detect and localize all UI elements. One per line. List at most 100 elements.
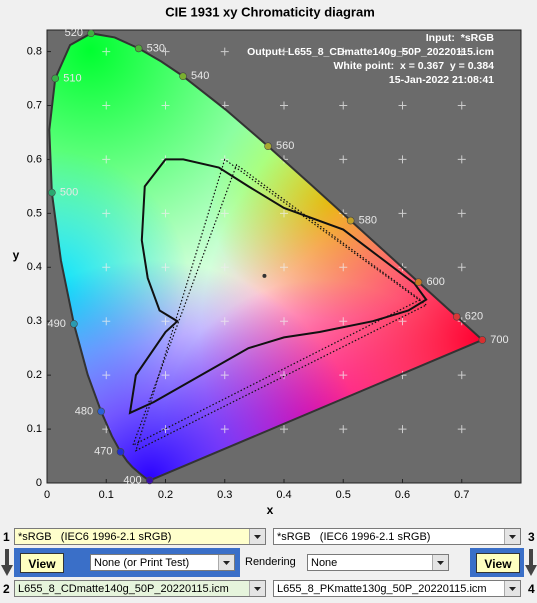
y-tick-label: 0.8 (27, 45, 42, 57)
grid-mark (339, 317, 348, 326)
grid-mark (280, 101, 288, 110)
grid-mark (102, 317, 111, 326)
rendering-select[interactable]: None (307, 554, 449, 571)
dropdown-button[interactable] (249, 581, 265, 596)
grid-mark (161, 101, 170, 110)
wavelength-marker (51, 74, 60, 83)
y-tick-label: 0.5 (27, 207, 42, 219)
view-button[interactable]: View (476, 553, 520, 573)
grid-mark (280, 47, 288, 56)
wavelength-label: 510 (63, 72, 81, 84)
grid-mark (102, 155, 111, 164)
wavelength-marker (48, 188, 56, 197)
grid-mark (161, 263, 170, 272)
slot-number: 3 (528, 530, 535, 544)
grid-mark (339, 47, 348, 56)
wavelength-label: 540 (191, 70, 209, 82)
grid-mark (280, 263, 288, 272)
grid-mark (280, 317, 288, 326)
wavelength-label: 700 (490, 334, 508, 346)
spectral-locus (48, 32, 485, 482)
y-tick-label: 0.7 (27, 99, 42, 111)
wavelength-marker (478, 336, 487, 344)
grid-mark (220, 209, 229, 218)
chart: CIE 1931 xy Chromaticity diagram x y 0 0.… (12, 4, 522, 518)
y-tick-label: 0.4 (27, 261, 42, 273)
dropdown-button[interactable] (504, 581, 520, 596)
grid-mark (398, 101, 407, 110)
x-tick-label: 0.2 (158, 489, 173, 501)
x-tick-label: 0.3 (217, 489, 232, 501)
wavelength-marker (145, 476, 154, 485)
annotation: White point: x = 0.367 y = 0.384 (334, 60, 495, 72)
grid-mark (339, 101, 348, 110)
grid-mark (102, 101, 111, 110)
x-axis-label: x (267, 503, 274, 517)
profile-text: *sRGB (IEC6 1996-2.1 sRGB) (277, 531, 431, 543)
wavelength-label: 530 (147, 42, 165, 54)
grid-mark (102, 47, 111, 56)
profile-select[interactable]: L655_8_CDmatte140g_50P_20220115.icm (14, 580, 266, 597)
wavelength-label: 480 (75, 405, 93, 417)
grid-mark (457, 155, 466, 164)
grid-mark (220, 425, 229, 434)
grid-mark (220, 371, 229, 380)
grid-mark (161, 317, 170, 326)
grid-mark (457, 263, 466, 272)
profile-select[interactable]: *sRGB (IEC6 1996-2.1 sRGB) (14, 528, 266, 545)
dotted-gamut (134, 158, 428, 452)
y-tick-label: 0 (36, 477, 42, 489)
profile-select[interactable]: L655_8_PKmatte130g_50P_20220115.icm (273, 580, 521, 597)
grid-mark (339, 371, 348, 380)
dropdown-button[interactable] (432, 555, 448, 570)
grid-mark (457, 101, 466, 110)
annotation: 15-Jan-2022 21:08:41 (389, 74, 494, 86)
dropdown-button[interactable] (218, 555, 234, 570)
gamut-outline (128, 158, 428, 415)
wavelength-marker (346, 216, 355, 225)
wavelength-marker (87, 29, 95, 38)
profile-text: L655_8_CDmatte140g_50P_20220115.icm (18, 583, 229, 595)
wavelength-marker (97, 407, 105, 416)
wavelength-label: 470 (94, 446, 112, 458)
wavelength-label: 600 (426, 276, 444, 288)
y-tick-label: 0.6 (27, 153, 42, 165)
grid-mark (398, 155, 407, 164)
wavelength-label: 620 (465, 311, 483, 323)
grid-mark (280, 209, 288, 218)
wavelength-marker (452, 312, 461, 321)
select-text: None (or Print Test) (94, 557, 190, 569)
grid-mark (161, 425, 170, 434)
profile-select[interactable]: *sRGB (IEC6 1996-2.1 sRGB) (273, 528, 521, 545)
test-select[interactable]: None (or Print Test) (90, 554, 235, 571)
grid-mark (161, 209, 170, 218)
y-axis-label: y (13, 248, 20, 262)
slot-number: 1 (3, 530, 10, 544)
grid-mark (220, 47, 229, 56)
x-tick-label: 0.6 (395, 489, 410, 501)
dropdown-button[interactable] (504, 529, 520, 544)
grid-mark (220, 317, 229, 326)
wavelength-label: 520 (65, 27, 83, 39)
x-tick-label: 0.7 (454, 489, 469, 501)
slot-number: 4 (528, 582, 535, 596)
x-tick-label: 0.4 (276, 489, 291, 501)
grid-mark (398, 47, 407, 56)
grid-mark (339, 263, 348, 272)
x-tick-label: 0.5 (336, 489, 351, 501)
dropdown-button[interactable] (249, 529, 265, 544)
select-text: None (311, 557, 338, 569)
down-arrow (525, 549, 537, 576)
grid-mark (102, 209, 111, 218)
x-tick-label: 0 (44, 489, 50, 501)
profile-text: *sRGB (IEC6 1996-2.1 sRGB) (18, 531, 172, 543)
grid-mark (457, 371, 466, 380)
grid-mark (102, 263, 111, 272)
grid-mark (102, 371, 111, 380)
view-button[interactable]: View (20, 553, 64, 573)
wavelength-marker (179, 72, 187, 81)
wavelength-marker (116, 448, 125, 456)
wavelength-marker (134, 44, 143, 53)
white-point (262, 273, 267, 278)
